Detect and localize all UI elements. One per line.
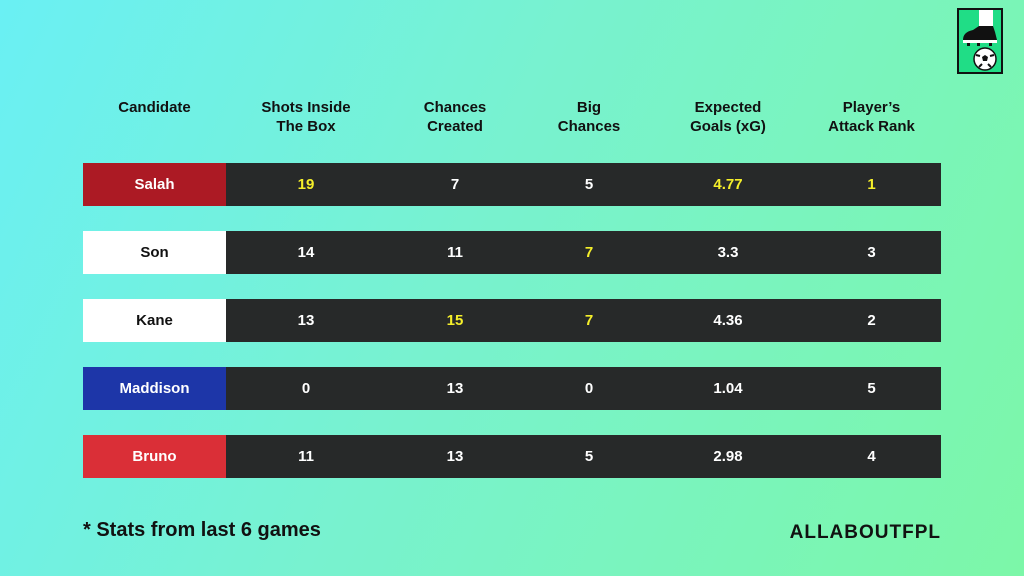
shots-cell: 13 — [297, 312, 315, 329]
xg-cell: 1.04 — [713, 380, 743, 397]
shots-cell: 0 — [301, 380, 311, 397]
stats-bar: 0 13 0 1.04 5 — [226, 367, 941, 410]
player-name-cell: Maddison — [83, 367, 226, 410]
rank-cell: 5 — [867, 380, 876, 397]
table-header: Candidate Shots Inside The Box Chances C… — [83, 98, 941, 142]
rank-cell: 1 — [867, 176, 876, 193]
player-name-cell: Bruno — [83, 435, 226, 478]
table-row: Bruno 11 13 5 2.98 4 — [83, 435, 941, 478]
chances-cell: 13 — [446, 448, 464, 465]
chances-cell: 13 — [446, 380, 464, 397]
chances-cell: 11 — [447, 244, 463, 261]
header-chances-created: Chances Created — [423, 99, 487, 135]
player-name-cell: Kane — [83, 299, 226, 342]
rank-cell: 4 — [867, 448, 876, 465]
table-row: Maddison 0 13 0 1.04 5 — [83, 367, 941, 410]
big-chances-cell: 5 — [584, 176, 594, 193]
xg-cell: 4.77 — [713, 176, 743, 193]
stats-bar: 19 7 5 4.77 1 — [226, 163, 941, 206]
big-chances-cell: 5 — [584, 448, 594, 465]
table-body: Salah 19 7 5 4.77 1 Son 14 11 7 3.3 3 Ka… — [83, 163, 941, 503]
xg-cell: 4.36 — [713, 312, 743, 329]
table-row: Kane 13 15 7 4.36 2 — [83, 299, 941, 342]
shots-cell: 14 — [297, 244, 315, 261]
footnote: * Stats from last 6 games — [83, 519, 321, 541]
stats-bar: 11 13 5 2.98 4 — [226, 435, 941, 478]
brand-wordmark: ALLABOUTFPL — [789, 522, 941, 543]
stats-bar: 14 11 7 3.3 3 — [226, 231, 941, 274]
table-row: Son 14 11 7 3.3 3 — [83, 231, 941, 274]
table-row: Salah 19 7 5 4.77 1 — [83, 163, 941, 206]
shots-cell: 11 — [298, 448, 314, 465]
header-shots-inside-box: Shots Inside The Box — [261, 99, 351, 135]
header-big-chances: Big Chances — [557, 99, 621, 135]
xg-cell: 3.3 — [717, 244, 739, 261]
chances-cell: 7 — [450, 176, 460, 193]
stats-bar: 13 15 7 4.36 2 — [226, 299, 941, 342]
player-name-cell: Salah — [83, 163, 226, 206]
big-chances-cell: 0 — [584, 380, 594, 397]
xg-cell: 2.98 — [713, 448, 743, 465]
header-candidate: Candidate — [118, 99, 191, 116]
player-name-cell: Son — [83, 231, 226, 274]
rank-cell: 2 — [867, 312, 876, 329]
rank-cell: 3 — [867, 244, 876, 261]
boot-and-football-icon — [957, 8, 1003, 74]
header-expected-goals: Expected Goals (xG) — [690, 99, 766, 135]
header-attack-rank: Player’s Attack Rank — [828, 99, 915, 135]
big-chances-cell: 7 — [584, 312, 594, 329]
chances-cell: 15 — [446, 312, 464, 329]
shots-cell: 19 — [297, 176, 315, 193]
big-chances-cell: 7 — [584, 244, 594, 261]
